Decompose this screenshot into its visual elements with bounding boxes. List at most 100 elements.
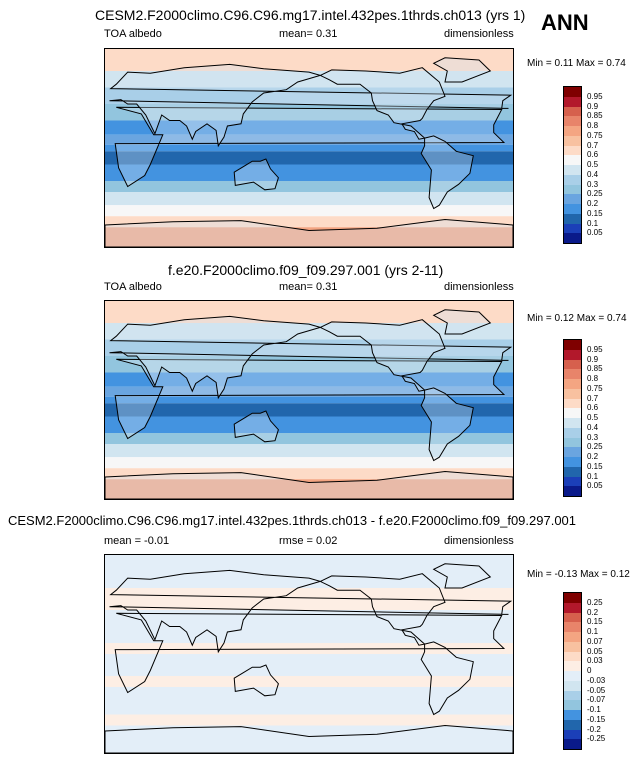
albedo-band: [105, 134, 513, 145]
colorbar-segment: [564, 651, 581, 662]
panel-2-variable-label: TOA albedo: [104, 281, 162, 293]
colorbar-segment: [564, 602, 581, 613]
coastline: [319, 319, 446, 392]
colorbar-segment: [564, 135, 581, 146]
colorbar-segment: [564, 155, 581, 165]
panel-1-units-label: dimensionless: [444, 28, 514, 40]
albedo-band: [105, 403, 513, 417]
albedo-band: [105, 144, 513, 152]
colorbar-tick-label: 0.2: [587, 452, 599, 461]
diff-band: [105, 588, 513, 610]
colorbar-tick-label: -0.03: [587, 675, 606, 685]
colorbar-tick-label: 0.9: [587, 354, 599, 364]
colorbar-tick-label: 0.85: [587, 364, 603, 374]
panel-3-title: CESM2.F2000climo.C96.C96.mg17.intel.432p…: [8, 513, 577, 528]
colorbar-tick-label: 0.05: [587, 646, 603, 656]
colorbar-segment: [564, 690, 581, 701]
map-canvas: [105, 301, 513, 499]
colorbar-segment: [564, 457, 581, 467]
colorbar-tick-label: 0.5: [587, 413, 599, 422]
colorbar-segment: [564, 593, 581, 603]
colorbar-tick-label: -0.15: [587, 714, 606, 724]
colorbar-segment: [564, 96, 581, 107]
colorbar-segment: [564, 622, 581, 632]
colorbar-segment: [564, 174, 581, 185]
colorbar-segment: [564, 359, 581, 370]
panel-3-rmse-label: rmse = 0.02: [279, 535, 338, 547]
panel-2-units-label: dimensionless: [444, 281, 514, 293]
diff-band: [105, 676, 513, 687]
season-label: ANN: [541, 10, 589, 35]
colorbar-tick-label: 0.05: [587, 228, 603, 238]
coastline: [105, 218, 513, 247]
coastline: [319, 67, 446, 140]
colorbar-tick-label: 0.15: [587, 617, 603, 627]
colorbar-tick-label: 0.95: [587, 344, 603, 354]
panel-1-minmax: Min = 0.11 Max = 0.74: [527, 58, 626, 69]
albedo-band: [105, 416, 513, 433]
panel-1-colorbar: [563, 86, 582, 244]
panel-1-map: [104, 48, 514, 248]
panel-3-colorbar: [563, 592, 582, 750]
colorbar-tick-label: 0.7: [587, 140, 599, 150]
panel-2-title: f.e20.F2000climo.f09_f09.297.001 (yrs 2-…: [168, 262, 444, 278]
colorbar-segment: [564, 233, 581, 243]
map-canvas: [105, 555, 513, 753]
coastline: [109, 63, 513, 148]
colorbar-tick-label: 0.75: [587, 383, 603, 393]
colorbar-segment: [564, 145, 581, 156]
panel-3-map: [104, 554, 514, 754]
colorbar-segment: [564, 739, 581, 749]
colorbar-tick-label: 0: [587, 666, 592, 675]
colorbar-tick-label: 0.1: [587, 218, 599, 228]
coastline: [114, 612, 506, 694]
colorbar-tick-label: 0.1: [587, 627, 599, 636]
colorbar-tick-label: 0.95: [587, 91, 603, 101]
colorbar-segment: [564, 486, 581, 496]
panel-3-units-label: dimensionless: [444, 535, 514, 547]
colorbar-tick-label: -0.05: [587, 685, 606, 695]
colorbar-segment: [564, 106, 581, 117]
colorbar-tick-label: 0.3: [587, 179, 599, 189]
colorbar-segment: [564, 476, 581, 487]
colorbar-tick-label: 0.9: [587, 101, 599, 111]
colorbar-tick-label: 0.4: [587, 169, 599, 179]
coastline: [109, 569, 513, 654]
panel-1-mean-label: mean= 0.31: [279, 28, 338, 40]
albedo-band: [105, 444, 513, 458]
panel-1-title: CESM2.F2000climo.C96.C96.mg17.intel.432p…: [95, 7, 526, 23]
colorbar-tick-label: 0.2: [587, 199, 599, 208]
albedo-band: [105, 87, 513, 104]
colorbar-tick-label: 0.7: [587, 393, 599, 403]
colorbar-tick-label: 0.6: [587, 150, 599, 160]
colorbar-segment: [564, 388, 581, 399]
coastline: [432, 57, 492, 83]
albedo-band: [105, 396, 513, 404]
colorbar-segment: [564, 719, 581, 730]
diff-band: [105, 643, 513, 654]
colorbar-tick-label: 0.75: [587, 130, 603, 140]
colorbar-tick-label: 0.25: [587, 189, 603, 199]
coastline: [420, 387, 474, 462]
colorbar-tick-label: 0.25: [587, 597, 603, 607]
coastline: [105, 724, 513, 753]
colorbar-tick-label: -0.2: [587, 724, 601, 734]
colorbar-segment: [564, 165, 581, 175]
albedo-band: [105, 468, 513, 480]
coastline: [319, 573, 446, 646]
coastline: [420, 641, 474, 716]
coastline: [432, 309, 492, 335]
colorbar-segment: [564, 700, 581, 710]
coastline: [432, 563, 492, 589]
colorbar-segment: [564, 340, 581, 350]
colorbar-tick-label: 0.4: [587, 422, 599, 432]
albedo-band: [105, 216, 513, 228]
coastline: [233, 664, 279, 697]
colorbar-tick-label: 0.03: [587, 656, 603, 666]
colorbar-segment: [564, 466, 581, 477]
albedo-band: [105, 49, 513, 71]
colorbar-segment: [564, 427, 581, 438]
diff-band: [105, 714, 513, 726]
coastline: [109, 315, 513, 400]
colorbar-tick-label: 0.1: [587, 471, 599, 481]
